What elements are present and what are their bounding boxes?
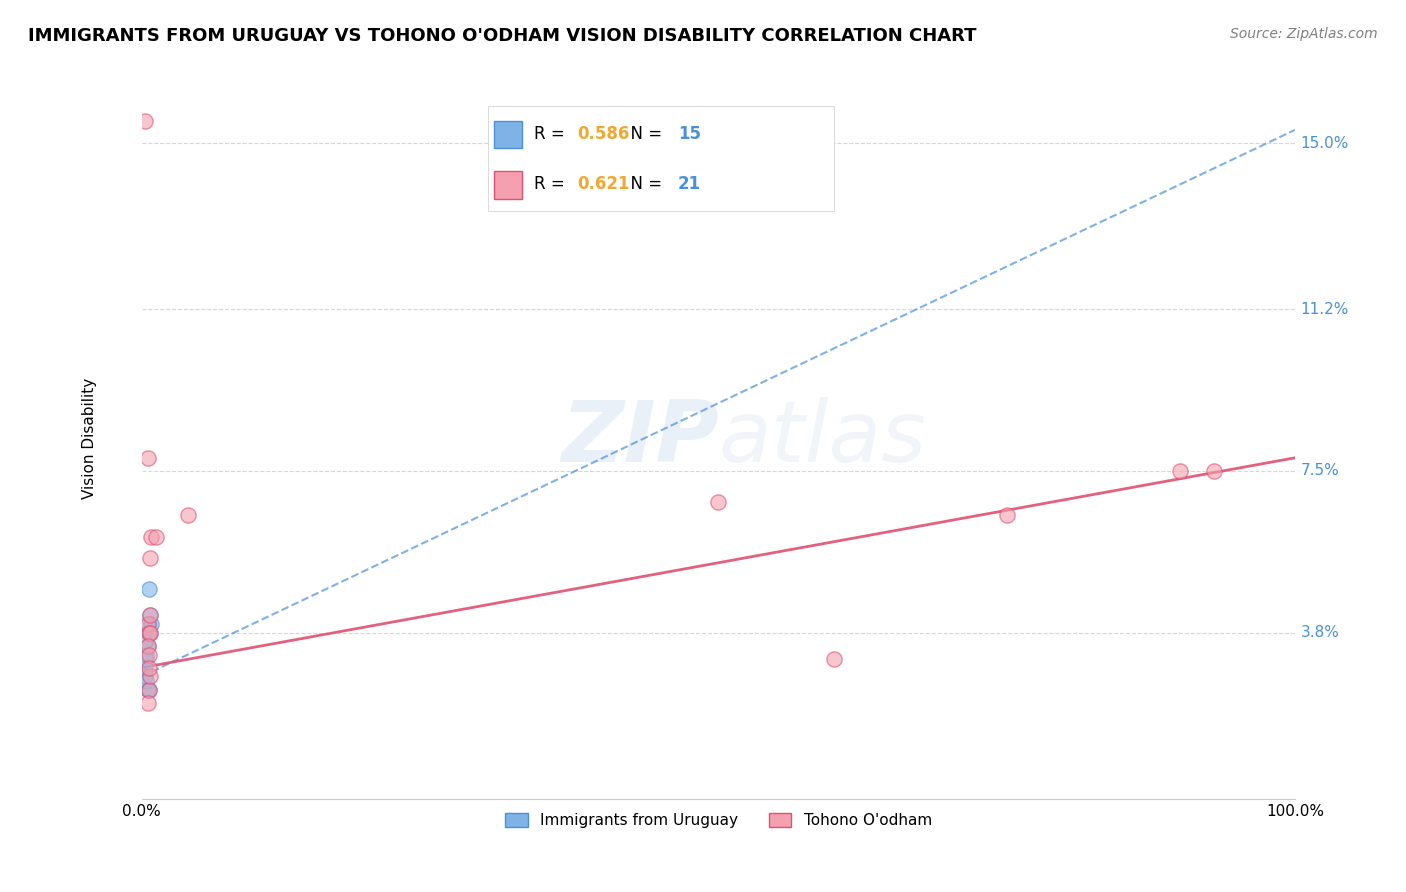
Point [177,508,200,522]
Point [136,639,159,653]
Point [139,551,162,566]
Text: R =: R = [534,125,569,143]
Text: atlas: atlas [718,397,927,480]
Text: ZIP: ZIP [561,397,718,480]
Point [138,648,160,662]
Text: R =: R = [534,175,569,194]
Point [138,682,160,697]
Point [138,625,160,640]
Point [135,673,157,688]
Point [134,634,156,648]
Point [1204,464,1226,478]
Legend: Immigrants from Uruguay, Tohono O'odham: Immigrants from Uruguay, Tohono O'odham [499,807,938,835]
Point [138,582,160,596]
Point [139,608,162,623]
Point [136,616,159,631]
Point [145,529,167,543]
Text: Source: ZipAtlas.com: Source: ZipAtlas.com [1230,27,1378,41]
Text: 15: 15 [678,125,702,143]
Point [139,616,162,631]
Point [139,608,162,623]
Text: IMMIGRANTS FROM URUGUAY VS TOHONO O'ODHAM VISION DISABILITY CORRELATION CHART: IMMIGRANTS FROM URUGUAY VS TOHONO O'ODHA… [28,27,977,45]
Text: N =: N = [620,125,668,143]
Point [139,669,162,683]
Text: 7.5%: 7.5% [1301,464,1340,478]
Text: 3.8%: 3.8% [1301,625,1340,640]
Point [707,494,730,508]
Point [995,508,1018,522]
Point [138,625,160,640]
Text: 0.586: 0.586 [578,125,630,143]
Point [134,669,156,683]
Text: 11.2%: 11.2% [1301,301,1350,317]
Point [136,696,159,710]
Point [136,616,159,631]
Point [139,625,162,640]
FancyBboxPatch shape [488,106,834,211]
Text: Vision Disability: Vision Disability [83,377,97,499]
Point [139,625,162,640]
Point [136,639,159,653]
FancyBboxPatch shape [494,120,523,148]
Point [136,682,159,697]
Text: 21: 21 [678,175,702,194]
Text: 15.0%: 15.0% [1301,136,1350,151]
Point [1168,464,1191,478]
Point [136,450,159,465]
Point [134,114,156,128]
Point [135,648,157,662]
Point [823,652,845,666]
Point [139,529,162,543]
Point [135,652,157,666]
Text: N =: N = [620,175,668,194]
Point [134,661,156,675]
FancyBboxPatch shape [494,171,523,199]
Point [138,682,160,697]
Point [138,661,160,675]
Text: 0.621: 0.621 [578,175,630,194]
